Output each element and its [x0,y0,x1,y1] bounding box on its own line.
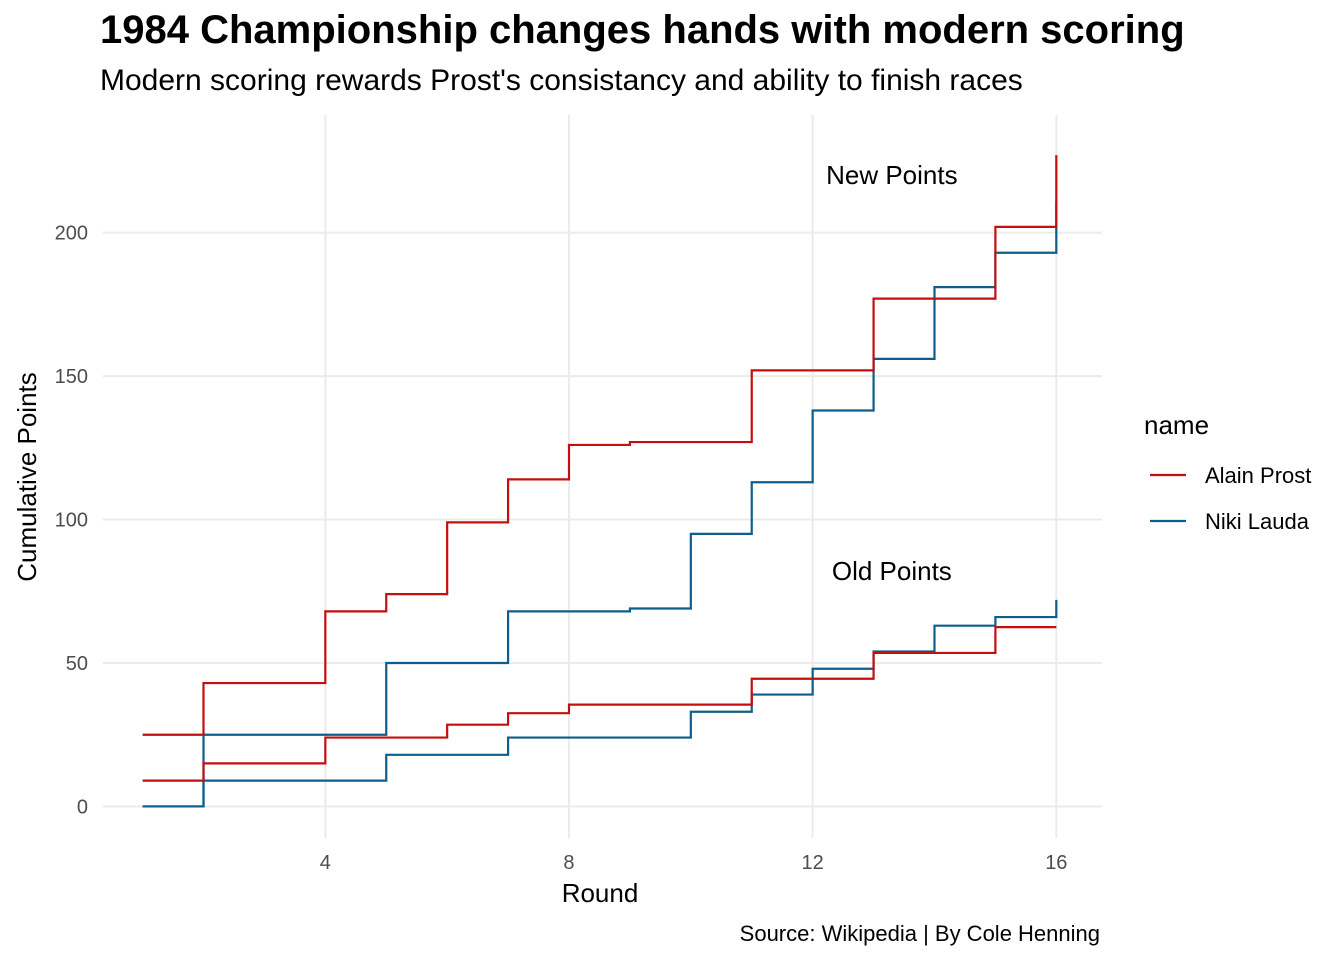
tick-layer: 4 8 12 16 0 50 100 150 200 [55,223,1068,874]
chart-caption: Source: Wikipedia | By Cole Henning [740,921,1100,946]
series-layer [142,155,1058,808]
chart-title: 1984 Championship changes hands with mod… [100,8,1185,52]
x-tick-label: 4 [320,852,331,874]
x-tick-label: 12 [802,852,824,874]
x-tick-label: 16 [1045,852,1067,874]
legend-title: name [1144,410,1209,440]
x-axis-title: Round [562,878,639,908]
chart-subtitle: Modern scoring rewards Prost's consistan… [100,64,1023,97]
annotation-old-points: Old Points [832,556,952,586]
series-line-niki-lauda-new-points [142,201,1058,808]
series-line-alain-prost-new-points [142,155,1058,736]
series-line-alain-prost-old-points [142,626,1057,782]
annotation-new-points: New Points [826,160,958,190]
y-tick-label: 200 [55,223,88,245]
y-tick-label: 100 [55,510,88,532]
legend-label-alain-prost: Alain Prost [1205,463,1311,488]
y-tick-label: 150 [55,366,88,388]
legend: name Alain Prost Niki Lauda [1144,410,1311,534]
legend-label-niki-lauda: Niki Lauda [1205,509,1310,534]
series-line-niki-lauda-old-points [142,599,1058,808]
y-tick-label: 0 [77,796,88,818]
y-tick-label: 50 [66,653,88,675]
x-tick-label: 8 [563,852,574,874]
y-axis-title: Cumulative Points [12,372,42,582]
grid-layer [103,115,1102,838]
